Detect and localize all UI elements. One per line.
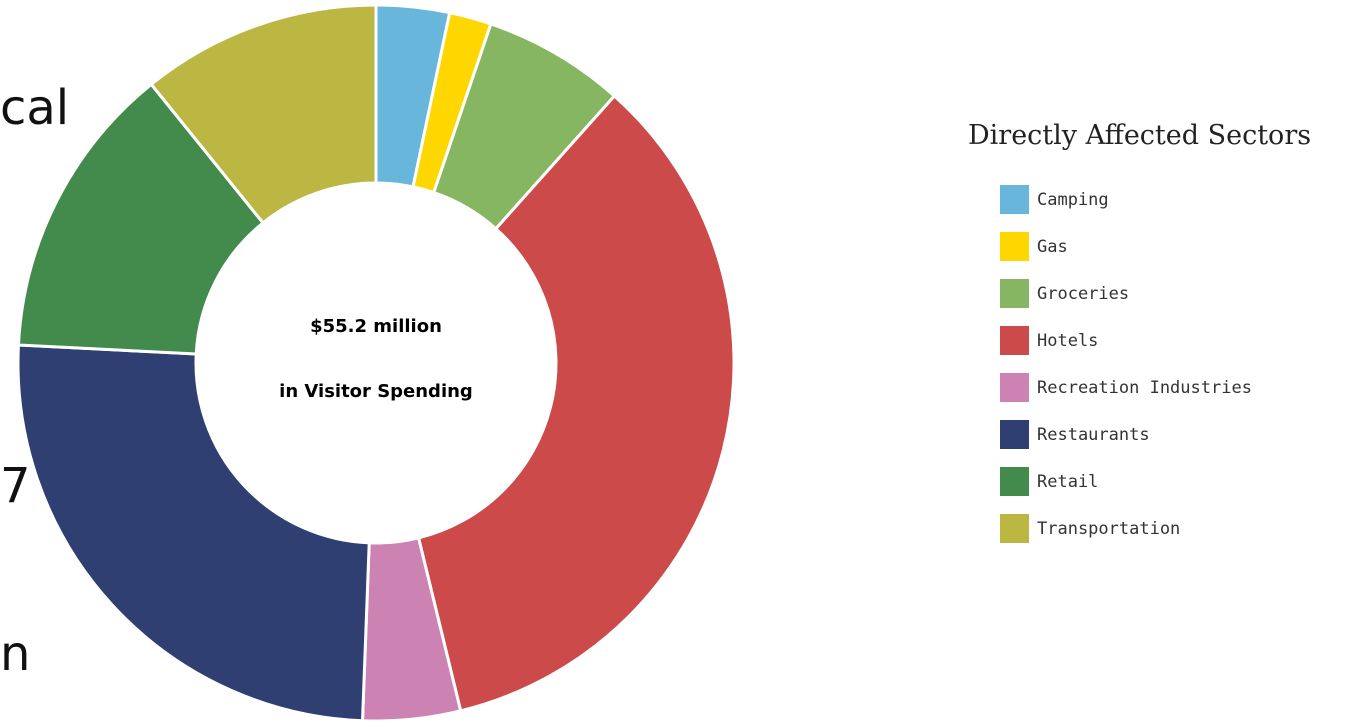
legend-swatch	[1000, 420, 1029, 449]
legend-item-transportation: Transportation	[968, 514, 1348, 543]
donut-chart: $55.2 million in Visitor Spending	[16, 3, 736, 722]
legend-item-gas: Gas	[968, 232, 1348, 261]
slide-fragment-2: 7	[0, 458, 31, 514]
center-label-amount: $55.2 million	[310, 316, 442, 337]
legend-item-camping: Camping	[968, 185, 1348, 214]
slice-hotels	[416, 93, 736, 713]
legend-items: Camping Gas Groceries Hotels Recreation Indu…	[968, 185, 1348, 543]
legend-swatch	[1000, 185, 1029, 214]
legend-swatch	[1000, 326, 1029, 355]
legend-label: Gas	[1037, 236, 1068, 257]
legend-item-hotels: Hotels	[968, 326, 1348, 355]
legend: Directly Affected Sectors Camping Gas Groc…	[968, 120, 1348, 561]
slide-fragment-3: n	[0, 626, 31, 682]
legend-title: Directly Affected Sectors	[968, 120, 1312, 151]
slide-fragment-1: cal	[0, 80, 70, 136]
legend-item-groceries: Groceries	[968, 279, 1348, 308]
legend-item-retail: Retail	[968, 467, 1348, 496]
slice-restaurants	[16, 343, 371, 722]
slice-retail	[16, 82, 266, 356]
legend-label: Hotels	[1037, 330, 1099, 351]
center-label-caption: in Visitor Spending	[279, 381, 473, 402]
legend-swatch	[1000, 232, 1029, 261]
legend-label: Recreation Industries	[1037, 377, 1252, 398]
legend-label: Transportation	[1037, 518, 1181, 539]
legend-label: Restaurants	[1037, 424, 1150, 445]
legend-label: Groceries	[1037, 283, 1130, 304]
legend-label: Camping	[1037, 189, 1109, 210]
slice-transportation	[149, 3, 378, 225]
legend-swatch	[1000, 514, 1029, 543]
legend-swatch	[1000, 279, 1029, 308]
legend-label: Retail	[1037, 471, 1099, 492]
legend-swatch	[1000, 373, 1029, 402]
legend-item-recreation-industries: Recreation Industries	[968, 373, 1348, 402]
legend-item-restaurants: Restaurants	[968, 420, 1348, 449]
legend-swatch	[1000, 467, 1029, 496]
